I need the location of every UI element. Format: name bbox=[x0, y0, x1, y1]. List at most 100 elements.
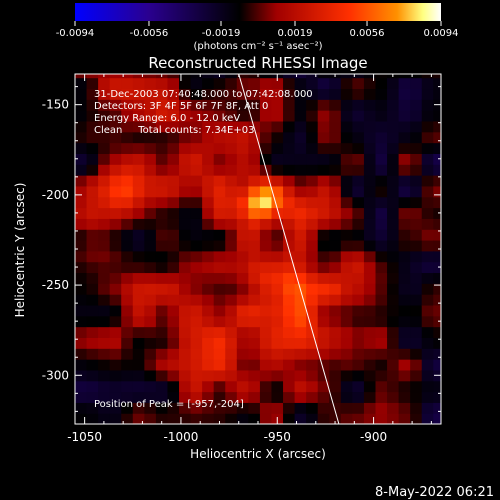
heatmap-cell bbox=[433, 250, 441, 263]
heatmap-cell bbox=[294, 88, 307, 100]
heatmap-cell bbox=[225, 229, 238, 241]
heatmap-cell bbox=[433, 304, 441, 317]
heatmap-cell bbox=[283, 142, 296, 154]
y-tick-label: -150 bbox=[42, 98, 69, 112]
heatmap-cell bbox=[375, 131, 388, 144]
heatmap-cell bbox=[375, 207, 388, 219]
heatmap-cell bbox=[213, 391, 226, 403]
heatmap-cell bbox=[317, 326, 330, 338]
heatmap-cell bbox=[433, 315, 441, 328]
heatmap-cell bbox=[421, 229, 434, 241]
heatmap-cell bbox=[340, 88, 353, 100]
heatmap-cell bbox=[433, 88, 441, 100]
heatmap-cell bbox=[410, 218, 423, 230]
heatmap-cell bbox=[98, 250, 111, 263]
heatmap-cell bbox=[363, 272, 377, 284]
heatmap-cell bbox=[410, 261, 423, 274]
heatmap-cell bbox=[283, 337, 296, 349]
heatmap-cell bbox=[190, 413, 203, 424]
heatmap-cell bbox=[410, 402, 423, 414]
heatmap-cell bbox=[167, 359, 180, 371]
heatmap-cell bbox=[132, 77, 145, 90]
heatmap-cell bbox=[294, 402, 307, 414]
heatmap-cell bbox=[109, 110, 122, 122]
heatmap-cell bbox=[433, 164, 441, 176]
heatmap-cell bbox=[167, 402, 180, 414]
heatmap-cell bbox=[248, 120, 261, 133]
heatmap-cell bbox=[283, 413, 296, 424]
heatmap-cell bbox=[248, 261, 261, 274]
heatmap-cell bbox=[248, 142, 261, 154]
heatmap-cell bbox=[421, 380, 434, 393]
heatmap-cell bbox=[144, 175, 157, 187]
heatmap-cell bbox=[248, 110, 261, 122]
heatmap-cell bbox=[283, 131, 296, 144]
heatmap-cell bbox=[179, 283, 192, 295]
heatmap-cell bbox=[213, 120, 226, 133]
heatmap-cell bbox=[236, 272, 249, 284]
heatmap-cell bbox=[144, 272, 157, 284]
heatmap-cell bbox=[144, 74, 157, 79]
heatmap-cell bbox=[167, 142, 180, 154]
colorbar-tick-label: -0.0094 bbox=[56, 28, 95, 39]
heatmap-cell bbox=[294, 380, 307, 393]
heatmap-cell bbox=[375, 142, 388, 154]
heatmap-cell bbox=[259, 380, 273, 393]
heatmap-cell bbox=[259, 369, 273, 382]
heatmap-cell bbox=[121, 153, 134, 165]
heatmap-cell bbox=[398, 304, 411, 317]
heatmap-cell bbox=[398, 185, 411, 198]
heatmap-cell bbox=[329, 196, 342, 209]
heatmap-cell bbox=[271, 218, 284, 230]
heatmap-cell bbox=[144, 294, 157, 306]
heatmap-cell bbox=[109, 185, 122, 198]
heatmap-cell bbox=[132, 120, 145, 133]
heatmap-cell bbox=[236, 120, 249, 133]
heatmap-cell bbox=[398, 326, 411, 338]
heatmap-cell bbox=[225, 110, 238, 122]
heatmap-cell bbox=[306, 88, 319, 100]
heatmap-cell bbox=[155, 315, 169, 328]
heatmap-cell bbox=[144, 402, 157, 414]
heatmap-cell bbox=[190, 74, 203, 79]
heatmap-cell bbox=[340, 315, 353, 328]
heatmap-cell bbox=[225, 359, 238, 371]
heatmap-cell bbox=[98, 218, 111, 230]
heatmap-cell bbox=[236, 326, 249, 338]
heatmap-cell bbox=[375, 359, 388, 371]
heatmap-cell bbox=[294, 110, 307, 122]
heatmap-cell bbox=[144, 153, 157, 165]
heatmap-cell bbox=[363, 294, 377, 306]
heatmap-cell bbox=[98, 153, 111, 165]
observation-info: 31-Dec-2003 07:40:48.000 to 07:42:08.000… bbox=[94, 89, 313, 136]
heatmap-cell bbox=[306, 110, 319, 122]
heatmap-cell bbox=[167, 261, 180, 274]
heatmap-cell bbox=[433, 348, 441, 360]
heatmap-cell bbox=[75, 239, 88, 252]
heatmap-cell bbox=[179, 88, 192, 100]
chart-title: Reconstructed RHESSI Image bbox=[148, 54, 367, 72]
heatmap-cell bbox=[363, 77, 377, 90]
heatmap-cell bbox=[75, 164, 88, 176]
heatmap-cell bbox=[190, 294, 203, 306]
heatmap-cell bbox=[352, 283, 365, 295]
heatmap-cell bbox=[236, 369, 249, 382]
heatmap-cell bbox=[190, 283, 203, 295]
heatmap-cell bbox=[421, 304, 434, 317]
heatmap-cell bbox=[317, 402, 330, 414]
heatmap-cell bbox=[410, 391, 423, 403]
heatmap-cell bbox=[387, 359, 400, 371]
heatmap-cell bbox=[259, 142, 273, 154]
heatmap-cell bbox=[213, 196, 226, 209]
heatmap-cell bbox=[294, 359, 307, 371]
heatmap-cell bbox=[387, 185, 400, 198]
heatmap-cell bbox=[213, 369, 226, 382]
heatmap-cell bbox=[248, 74, 261, 79]
heatmap-cell bbox=[167, 326, 180, 338]
heatmap-cell bbox=[167, 283, 180, 295]
heatmap-cell bbox=[363, 391, 377, 403]
heatmap-cell bbox=[317, 77, 330, 90]
heatmap-cell bbox=[109, 218, 122, 230]
heatmap-cell bbox=[387, 348, 400, 360]
heatmap-cell bbox=[283, 250, 296, 263]
